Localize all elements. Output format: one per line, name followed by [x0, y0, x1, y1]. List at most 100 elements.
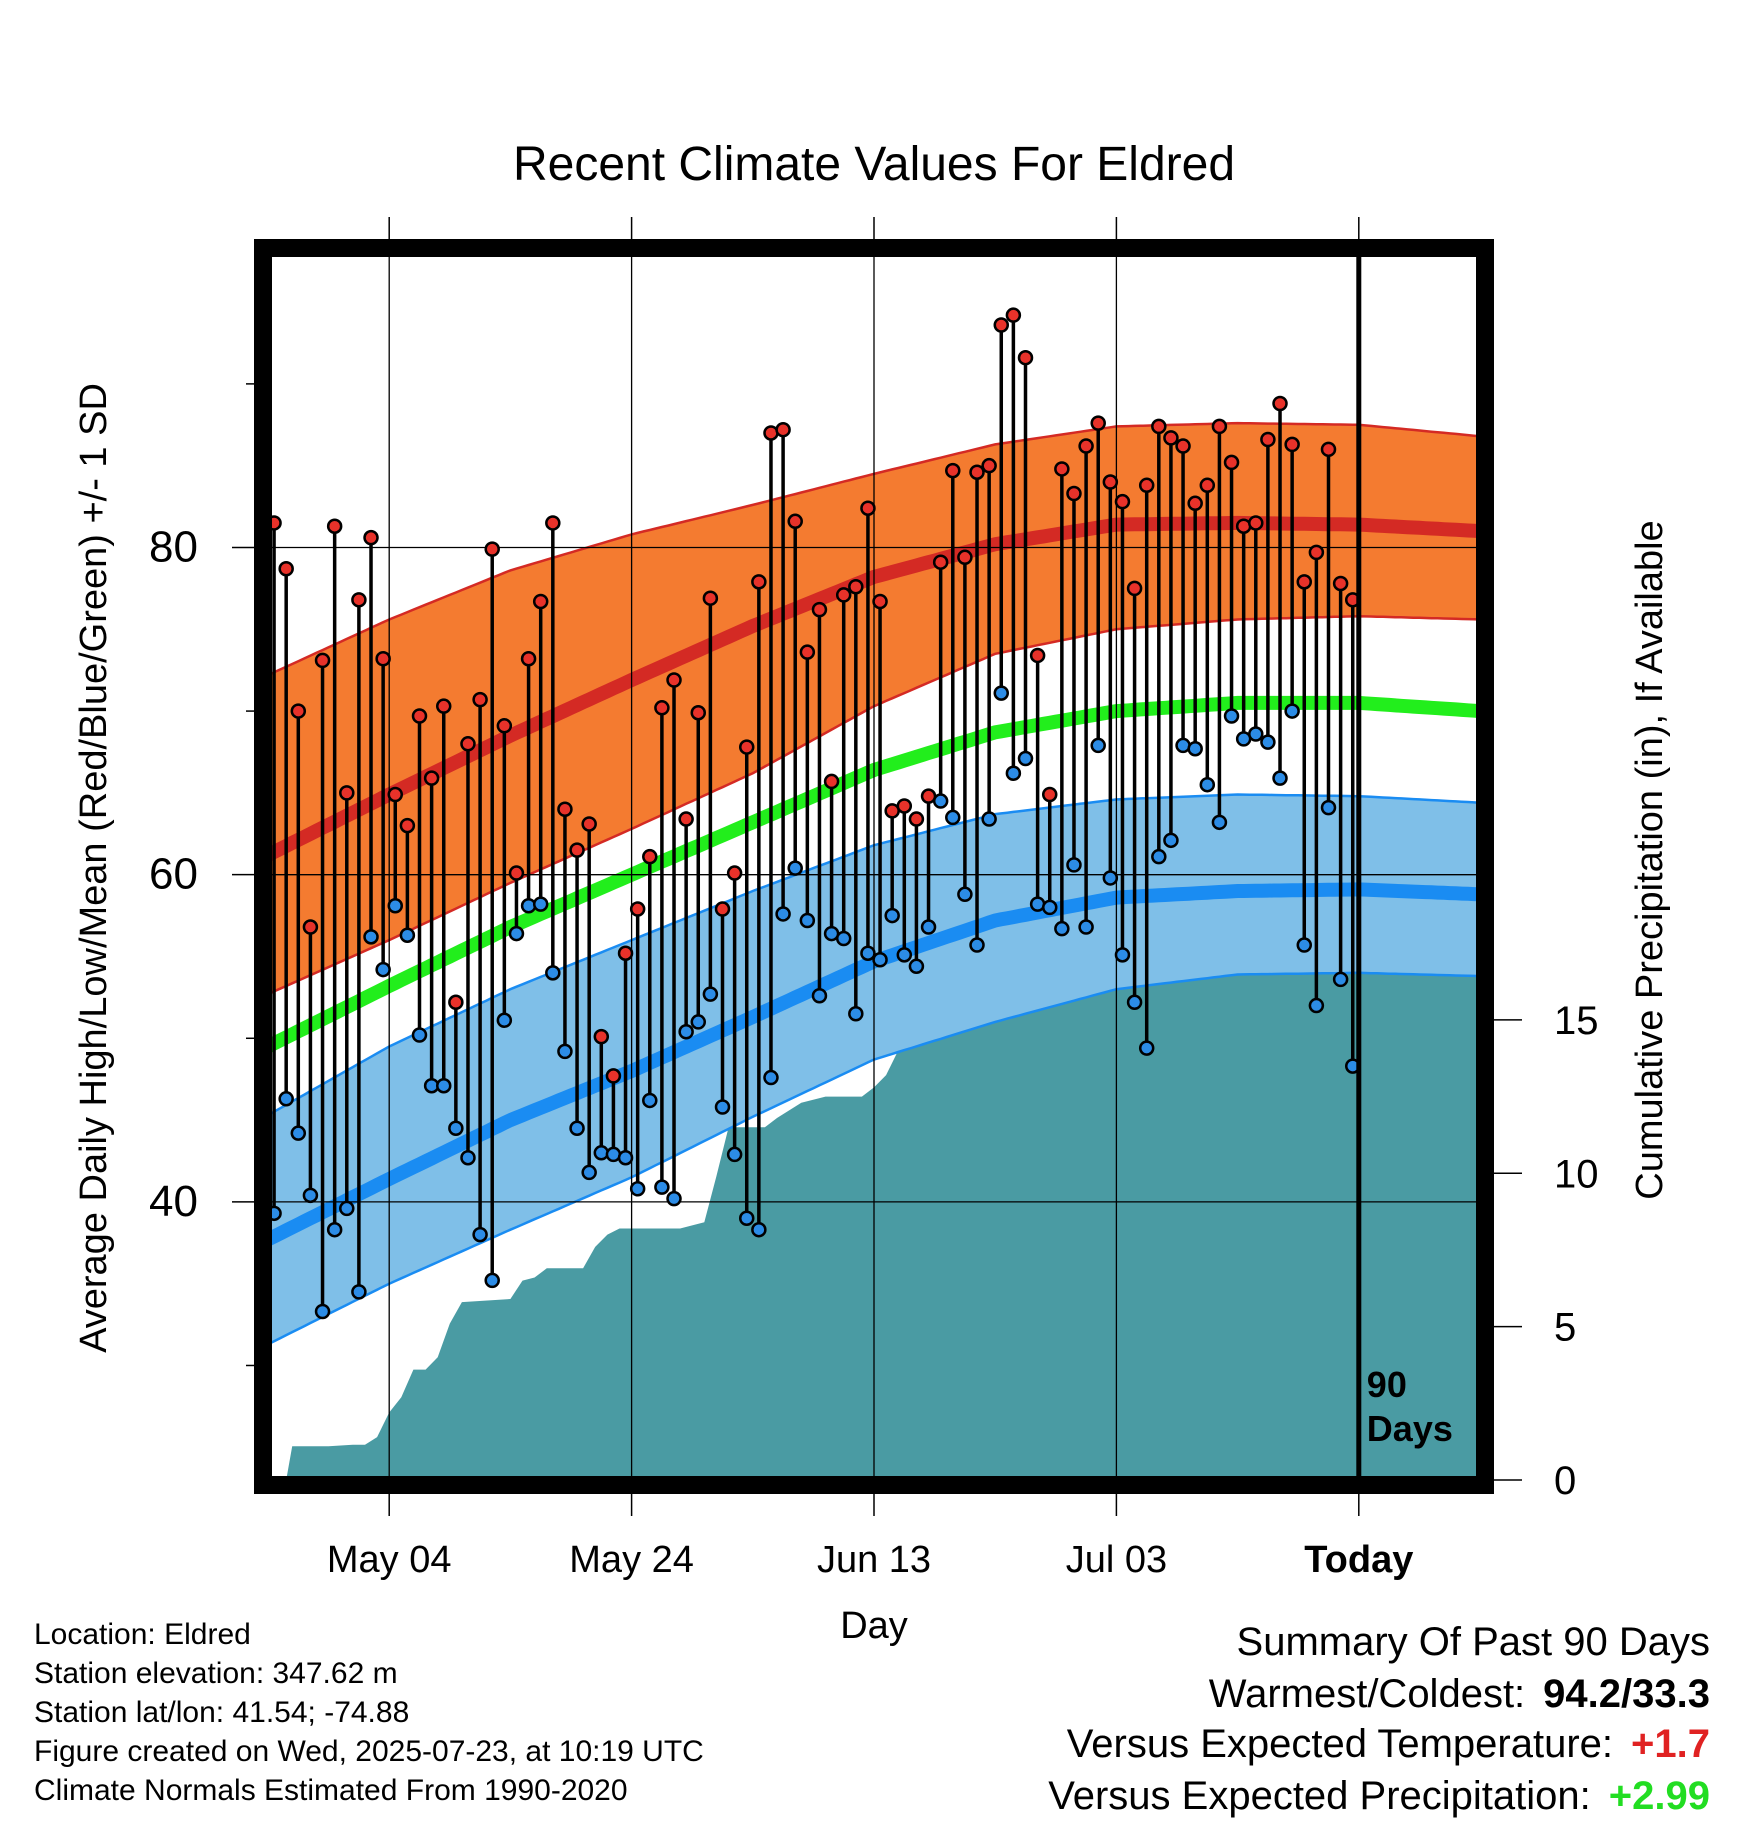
- daily-high-point: [508, 865, 525, 881]
- daily-high-point: [642, 848, 658, 865]
- daily-low-point: [460, 1149, 476, 1166]
- daily-low-point: [448, 1120, 464, 1137]
- daily-low-point: [642, 1092, 658, 1109]
- daily-high-point: [326, 518, 343, 534]
- daily-low-point: [363, 929, 379, 945]
- daily-low-point: [1248, 726, 1264, 742]
- normal-low-band: [268, 794, 1480, 1345]
- daily-high-point: [1066, 485, 1082, 502]
- daily-low-point: [666, 1190, 682, 1207]
- x-tick-label: May 04: [327, 1539, 452, 1581]
- daily-high-point: [799, 644, 816, 660]
- daily-low-point: [932, 793, 949, 809]
- daily-high-point: [351, 592, 367, 608]
- daily-low-point: [435, 1077, 452, 1094]
- daily-high-point: [557, 801, 573, 817]
- daily-low-point: [326, 1221, 343, 1238]
- daily-high-point: [435, 698, 452, 714]
- daily-high-point: [1320, 441, 1337, 458]
- daily-high-point: [896, 798, 913, 814]
- daily-low-point: [714, 1099, 731, 1115]
- y2-tick-label: 10: [1554, 1152, 1599, 1196]
- daily-low-point: [290, 1125, 307, 1141]
- daily-low-point: [1308, 997, 1325, 1014]
- daily-low-point: [848, 1005, 864, 1022]
- daily-low-point: [1114, 947, 1131, 963]
- daily-low-point: [690, 1014, 707, 1030]
- daily-low-point: [678, 1023, 694, 1040]
- daily-high-point: [811, 601, 828, 618]
- y2-tick-label: 5: [1554, 1306, 1576, 1350]
- daily-low-point: [1211, 814, 1228, 831]
- daily-low-point: [1138, 1040, 1155, 1056]
- daily-low-point: [399, 927, 416, 943]
- summary-title: Summary Of Past 90 Days: [1236, 1620, 1710, 1664]
- y-tick-label: 60: [149, 850, 198, 899]
- daily-low-point: [835, 930, 852, 947]
- x-tick-label: Jul 03: [1066, 1539, 1167, 1581]
- daily-high-point: [581, 816, 597, 832]
- plot-frame: [254, 239, 1494, 1494]
- daily-high-point: [1029, 647, 1046, 664]
- daily-high-point: [1260, 431, 1276, 448]
- daily-low-point: [1066, 857, 1082, 873]
- daily-high-point: [1017, 349, 1034, 366]
- daily-low-point: [629, 1181, 646, 1197]
- daily-high-point: [629, 901, 646, 917]
- daily-low-point: [775, 906, 791, 922]
- summary-precip-value: +2.99: [1608, 1774, 1710, 1818]
- daily-high-point: [1041, 786, 1058, 803]
- daily-high-point: [908, 811, 925, 827]
- y-axis-label: Average Daily High/Low/Mean (Red/Blue/Gr…: [73, 383, 115, 1353]
- summary-precip-label: Versus Expected Precipitation:: [1048, 1774, 1591, 1818]
- daily-high-point: [314, 652, 331, 669]
- daily-low-point: [484, 1272, 500, 1289]
- y2-tick-label: 15: [1554, 999, 1599, 1043]
- daily-high-point: [399, 817, 416, 834]
- daily-low-point: [1163, 832, 1179, 849]
- daily-low-point: [1332, 971, 1349, 988]
- daily-low-point: [969, 937, 985, 953]
- daily-low-point: [1005, 765, 1022, 781]
- summary-precip: Versus Expected Precipitation: +2.99: [1048, 1774, 1710, 1819]
- daily-high-point: [872, 593, 888, 610]
- daily-low-point: [1151, 848, 1167, 865]
- daily-low-point: [908, 958, 925, 975]
- daily-high-point: [666, 672, 682, 688]
- daily-low-point: [1260, 734, 1276, 750]
- daily-low-point: [1296, 937, 1313, 953]
- daily-high-point: [375, 650, 391, 667]
- daily-high-point: [848, 578, 864, 595]
- daily-high-point: [835, 587, 852, 603]
- daily-high-point: [823, 773, 840, 790]
- daily-high-point: [969, 464, 985, 480]
- daily-high-point: [448, 994, 464, 1011]
- daily-high-point: [775, 421, 791, 438]
- daily-low-point: [278, 1091, 294, 1107]
- daily-high-point: [290, 703, 307, 719]
- daily-high-point: [302, 919, 319, 935]
- daily-low-point: [351, 1284, 367, 1300]
- daily-high-point: [1308, 544, 1325, 561]
- daily-low-point: [1199, 776, 1216, 793]
- daily-low-point: [993, 685, 1010, 701]
- daily-high-point: [726, 865, 743, 881]
- info-elevation: Station elevation: 347.62 m: [34, 1657, 398, 1690]
- daily-high-point: [1054, 461, 1070, 477]
- daily-low-point: [872, 952, 888, 968]
- daily-low-point: [1041, 899, 1058, 916]
- daily-low-point: [1090, 737, 1106, 754]
- y2-axis-label: Cumulative Precipitation (in), If Availa…: [1629, 520, 1671, 1199]
- daily-low-point: [787, 860, 803, 876]
- daily-observations-group: [266, 307, 1361, 1320]
- daily-high-point: [945, 462, 961, 479]
- daily-low-point: [617, 1149, 634, 1166]
- axes-group: 90 Days May 04 May 24 Jun 13 Jul 03 Today Day 40…: [73, 217, 1671, 1647]
- daily-high-point: [411, 708, 428, 724]
- daily-low-point: [1320, 799, 1337, 816]
- daily-low-point: [532, 896, 549, 912]
- daily-high-point: [787, 513, 803, 530]
- daily-high-point: [738, 739, 755, 755]
- daily-low-point: [1223, 708, 1240, 724]
